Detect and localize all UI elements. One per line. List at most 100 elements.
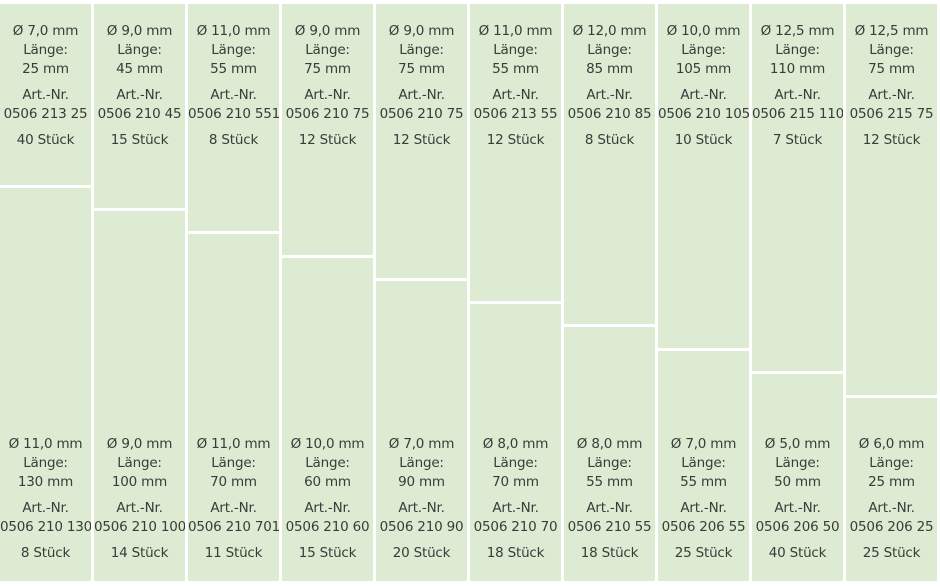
compartment-label: Ø 9,0 mm Länge: 100 mm Art.-Nr. 0506 210…: [94, 435, 185, 563]
compartment-bottom[interactable]: Ø 11,0 mm Länge: 130 mm Art.-Nr. 0506 21…: [0, 188, 91, 581]
compartment-bottom[interactable]: Ø 8,0 mm Länge: 55 mm Art.-Nr. 0506 210 …: [564, 327, 655, 581]
length-text: 45 mm: [116, 61, 163, 77]
art-label: Art.-Nr.: [304, 500, 351, 516]
art-number: 0506 213 55: [473, 106, 558, 122]
assortment-column: Ø 12,5 mm Länge: 75 mm Art.-Nr. 0506 215…: [846, 4, 937, 581]
length-label: Länge:: [399, 42, 444, 58]
compartment-bottom[interactable]: Ø 7,0 mm Länge: 55 mm Art.-Nr. 0506 206 …: [658, 351, 749, 581]
length-label: Länge:: [117, 42, 162, 58]
art-number: 0506 210 85: [567, 106, 652, 122]
diameter-text: Ø 11,0 mm: [196, 23, 271, 39]
assortment-column: Ø 11,0 mm Länge: 55 mm Art.-Nr. 0506 210…: [188, 4, 279, 581]
length-label: Länge:: [493, 42, 538, 58]
length-text: 75 mm: [398, 61, 445, 77]
art-number: 0506 210 105: [658, 106, 749, 122]
diameter-text: Ø 10,0 mm: [290, 436, 365, 452]
compartment-bottom[interactable]: Ø 11,0 mm Länge: 70 mm Art.-Nr. 0506 210…: [188, 234, 279, 581]
art-label: Art.-Nr.: [22, 87, 69, 103]
compartment-top[interactable]: Ø 9,0 mm Länge: 75 mm Art.-Nr. 0506 210 …: [282, 4, 373, 255]
compartment-label: Ø 7,0 mm Länge: 55 mm Art.-Nr. 0506 206 …: [658, 435, 749, 563]
diameter-text: Ø 12,5 mm: [854, 23, 929, 39]
compartment-label: Ø 12,5 mm Länge: 75 mm Art.-Nr. 0506 215…: [846, 22, 937, 150]
art-number: 0506 206 55: [661, 519, 746, 535]
length-text: 55 mm: [210, 61, 257, 77]
art-number: 0506 206 25: [849, 519, 934, 535]
compartment-bottom[interactable]: Ø 9,0 mm Länge: 100 mm Art.-Nr. 0506 210…: [94, 211, 185, 581]
assortment-column: Ø 11,0 mm Länge: 55 mm Art.-Nr. 0506 213…: [470, 4, 561, 581]
length-label: Länge:: [305, 455, 350, 471]
compartment-top[interactable]: Ø 12,5 mm Länge: 110 mm Art.-Nr. 0506 21…: [752, 4, 843, 371]
length-label: Länge:: [211, 42, 256, 58]
art-label: Art.-Nr.: [680, 87, 727, 103]
art-number: 0506 210 75: [285, 106, 370, 122]
length-text: 90 mm: [398, 474, 445, 490]
compartment-label: Ø 10,0 mm Länge: 105 mm Art.-Nr. 0506 21…: [658, 22, 749, 150]
assortment-column: Ø 7,0 mm Länge: 25 mm Art.-Nr. 0506 213 …: [0, 4, 91, 581]
compartment-label: Ø 5,0 mm Länge: 50 mm Art.-Nr. 0506 206 …: [752, 435, 843, 563]
quantity-text: 15 Stück: [298, 545, 357, 561]
compartment-label: Ø 12,5 mm Länge: 110 mm Art.-Nr. 0506 21…: [752, 22, 843, 150]
quantity-text: 12 Stück: [298, 132, 357, 148]
diameter-text: Ø 7,0 mm: [388, 436, 455, 452]
length-text: 75 mm: [304, 61, 351, 77]
compartment-top[interactable]: Ø 12,5 mm Länge: 75 mm Art.-Nr. 0506 215…: [846, 4, 937, 395]
compartment-bottom[interactable]: Ø 8,0 mm Länge: 70 mm Art.-Nr. 0506 210 …: [470, 304, 561, 581]
compartment-label: Ø 8,0 mm Länge: 70 mm Art.-Nr. 0506 210 …: [470, 435, 561, 563]
length-text: 100 mm: [111, 474, 168, 490]
compartment-label: Ø 8,0 mm Länge: 55 mm Art.-Nr. 0506 210 …: [564, 435, 655, 563]
compartment-top[interactable]: Ø 12,0 mm Länge: 85 mm Art.-Nr. 0506 210…: [564, 4, 655, 324]
art-label: Art.-Nr.: [680, 500, 727, 516]
quantity-text: 20 Stück: [392, 545, 451, 561]
compartment-top[interactable]: Ø 11,0 mm Länge: 55 mm Art.-Nr. 0506 210…: [188, 4, 279, 231]
quantity-text: 25 Stück: [674, 545, 733, 561]
assortment-column: Ø 9,0 mm Länge: 75 mm Art.-Nr. 0506 210 …: [376, 4, 467, 581]
art-number: 0506 215 75: [849, 106, 934, 122]
compartment-bottom[interactable]: Ø 5,0 mm Länge: 50 mm Art.-Nr. 0506 206 …: [752, 374, 843, 581]
art-number: 0506 206 50: [755, 519, 840, 535]
quantity-text: 40 Stück: [16, 132, 75, 148]
art-number: 0506 210 130: [0, 519, 91, 535]
art-label: Art.-Nr.: [868, 500, 915, 516]
compartment-bottom[interactable]: Ø 7,0 mm Länge: 90 mm Art.-Nr. 0506 210 …: [376, 281, 467, 581]
diameter-text: Ø 7,0 mm: [670, 436, 737, 452]
compartment-bottom[interactable]: Ø 6,0 mm Länge: 25 mm Art.-Nr. 0506 206 …: [846, 398, 937, 581]
length-text: 105 mm: [675, 61, 732, 77]
compartment-top[interactable]: Ø 10,0 mm Länge: 105 mm Art.-Nr. 0506 21…: [658, 4, 749, 348]
art-number: 0506 215 110: [752, 106, 843, 122]
art-number: 0506 210 45: [97, 106, 182, 122]
compartment-top[interactable]: Ø 7,0 mm Länge: 25 mm Art.-Nr. 0506 213 …: [0, 4, 91, 185]
diameter-text: Ø 11,0 mm: [196, 436, 271, 452]
length-label: Länge:: [23, 455, 68, 471]
diameter-text: Ø 9,0 mm: [294, 23, 361, 39]
compartment-label: Ø 11,0 mm Länge: 55 mm Art.-Nr. 0506 210…: [188, 22, 279, 150]
compartment-bottom[interactable]: Ø 10,0 mm Länge: 60 mm Art.-Nr. 0506 210…: [282, 258, 373, 581]
diameter-text: Ø 7,0 mm: [12, 23, 79, 39]
art-number: 0506 210 90: [379, 519, 464, 535]
art-label: Art.-Nr.: [304, 87, 351, 103]
diameter-text: Ø 5,0 mm: [764, 436, 831, 452]
compartment-label: Ø 9,0 mm Länge: 45 mm Art.-Nr. 0506 210 …: [94, 22, 185, 150]
art-number: 0506 210 75: [379, 106, 464, 122]
compartment-label: Ø 7,0 mm Länge: 25 mm Art.-Nr. 0506 213 …: [0, 22, 91, 150]
length-label: Länge:: [117, 455, 162, 471]
compartment-top[interactable]: Ø 9,0 mm Länge: 45 mm Art.-Nr. 0506 210 …: [94, 4, 185, 208]
length-text: 110 mm: [769, 61, 826, 77]
diameter-text: Ø 11,0 mm: [8, 436, 83, 452]
compartment-top[interactable]: Ø 11,0 mm Länge: 55 mm Art.-Nr. 0506 213…: [470, 4, 561, 301]
assortment-column: Ø 12,5 mm Länge: 110 mm Art.-Nr. 0506 21…: [752, 4, 843, 581]
length-label: Länge:: [681, 455, 726, 471]
length-label: Länge:: [23, 42, 68, 58]
art-label: Art.-Nr.: [492, 500, 539, 516]
quantity-text: 18 Stück: [486, 545, 545, 561]
diameter-text: Ø 9,0 mm: [106, 436, 173, 452]
diameter-text: Ø 9,0 mm: [388, 23, 455, 39]
quantity-text: 12 Stück: [486, 132, 545, 148]
diameter-text: Ø 6,0 mm: [858, 436, 925, 452]
art-label: Art.-Nr.: [774, 87, 821, 103]
length-label: Länge:: [869, 455, 914, 471]
compartment-top[interactable]: Ø 9,0 mm Länge: 75 mm Art.-Nr. 0506 210 …: [376, 4, 467, 278]
quantity-text: 40 Stück: [768, 545, 827, 561]
art-number: 0506 210 60: [285, 519, 370, 535]
diameter-text: Ø 8,0 mm: [576, 436, 643, 452]
diameter-text: Ø 11,0 mm: [478, 23, 553, 39]
